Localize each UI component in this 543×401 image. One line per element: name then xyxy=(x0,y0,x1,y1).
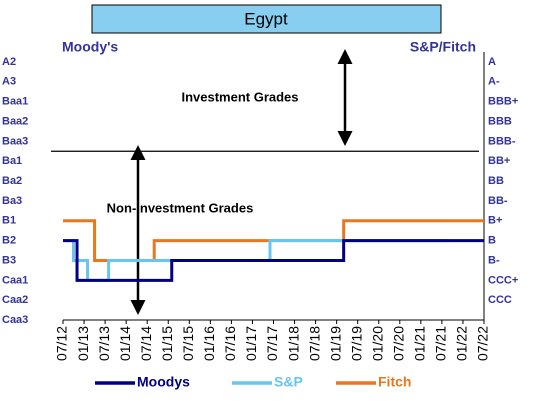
legend-label: Fitch xyxy=(378,374,411,390)
x-tick-label: 07/17 xyxy=(264,326,280,361)
x-tick-label: 01/16 xyxy=(201,326,217,361)
x-tick-label: 01/13 xyxy=(75,326,91,361)
y2-tick-label: BBB+ xyxy=(488,96,518,108)
x-tick-label: 07/18 xyxy=(306,326,322,361)
x-tick-label: 07/22 xyxy=(475,326,491,361)
y2-tick-label: BBB- xyxy=(488,135,516,147)
y-tick-label: Baa3 xyxy=(2,135,28,147)
x-tick-label: 07/20 xyxy=(391,326,407,361)
legend-label: Moodys xyxy=(137,374,190,390)
x-tick-label: 01/18 xyxy=(285,326,301,361)
y2-tick-label: BB- xyxy=(488,195,508,207)
chart-title: Egypt xyxy=(244,9,288,28)
y-tick-label: Baa1 xyxy=(2,96,28,108)
y-tick-label: Caa1 xyxy=(2,274,28,286)
y-tick-label: Caa2 xyxy=(2,294,28,306)
y-tick-label: Ba3 xyxy=(2,195,22,207)
x-tick-label: 01/17 xyxy=(243,326,259,361)
x-tick-label: 01/15 xyxy=(159,326,175,361)
x-tick-label: 01/19 xyxy=(327,326,343,361)
y-tick-label: B1 xyxy=(2,215,16,227)
y-axis-label: Moody's xyxy=(62,39,118,55)
annotation: Investment Grades xyxy=(181,89,298,104)
title-box xyxy=(91,4,442,34)
y2-tick-label: B xyxy=(488,235,496,247)
y2-tick-label: B+ xyxy=(488,215,502,227)
y2-tick-label: B- xyxy=(488,254,500,266)
y2-tick-label: CCC+ xyxy=(488,274,518,286)
y-tick-label: Caa3 xyxy=(2,314,28,326)
series-line xyxy=(63,239,484,282)
y2-axis-label: S&P/Fitch xyxy=(410,39,476,55)
legend-label: S&P xyxy=(274,374,303,390)
legend: Moodys S&P Fitch xyxy=(95,374,411,390)
y-tick-label: Ba1 xyxy=(2,155,22,167)
y-tick-label: Ba2 xyxy=(2,175,22,187)
y-tick-label: B2 xyxy=(2,235,16,247)
y2-tick-label: BBB xyxy=(488,115,512,127)
x-tick-label: 07/15 xyxy=(180,326,196,361)
y2-tick-label: BB xyxy=(488,175,504,187)
x-tick-label: 07/21 xyxy=(433,326,449,361)
x-tick-label: 07/19 xyxy=(348,326,364,361)
y2-tick-label: CCC xyxy=(488,294,512,306)
x-tick-label: 07/12 xyxy=(54,326,70,361)
x-tick-label: 01/20 xyxy=(369,326,385,361)
y-tick-label: Baa2 xyxy=(2,115,28,127)
x-tick-label: 01/14 xyxy=(117,326,133,361)
x-tick-label: 01/21 xyxy=(412,326,428,361)
x-tick-label: 07/14 xyxy=(138,326,154,361)
x-tick-label: 01/22 xyxy=(454,326,470,361)
x-tick-label: 07/13 xyxy=(96,326,112,361)
y-tick-label: A2 xyxy=(2,56,16,68)
y2-tick-label: A- xyxy=(488,76,500,88)
y-tick-label: A3 xyxy=(2,76,16,88)
y2-tick-label: A xyxy=(488,56,496,68)
y2-tick-label: BB+ xyxy=(488,155,510,167)
y-tick-label: B3 xyxy=(2,254,16,266)
x-tick-label: 07/16 xyxy=(222,326,238,361)
annotation: Non-Investment Grades xyxy=(107,200,254,215)
